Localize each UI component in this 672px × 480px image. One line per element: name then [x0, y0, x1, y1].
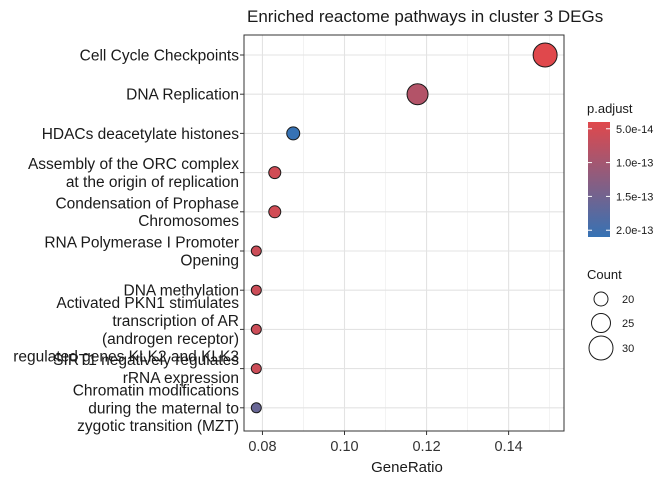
data-point: [250, 245, 262, 257]
color-legend-label: 5.0e-14: [616, 124, 653, 136]
data-point: [532, 42, 558, 68]
x-tick-label: 0.12: [412, 439, 440, 455]
y-tick-label: Activated PKN1 stimulates transcription o…: [13, 295, 239, 365]
y-tick-label: Assembly of the ORC complex at the origin…: [28, 156, 239, 191]
chart-title: Enriched reactome pathways in cluster 3 …: [247, 7, 603, 26]
y-tick-label: SIRT1 negatively regulates rRNA expressio…: [53, 352, 239, 387]
plot-panel: [243, 34, 565, 432]
data-point: [250, 402, 262, 414]
size-legend-key: [591, 313, 611, 333]
panel-background: [244, 35, 564, 431]
y-tick-label: Cell Cycle Checkpoints: [80, 48, 240, 65]
data-point: [250, 363, 262, 375]
y-tick-label: DNA methylation: [124, 283, 239, 300]
p-adjust-legend: p.adjust 5.0e-14 1.0e-13 1.5e-13 2.0e-13: [587, 101, 653, 237]
data-point: [286, 126, 301, 141]
data-point: [268, 205, 282, 219]
data-point: [268, 166, 282, 180]
y-tick-label: DNA Replication: [126, 87, 239, 104]
data-point: [250, 323, 262, 335]
size-legend-key: [593, 291, 609, 307]
data-point: [406, 83, 429, 106]
data-point: [250, 284, 262, 296]
color-legend-label: 1.5e-13: [616, 191, 653, 203]
y-tick-label: RNA Polymerase I Promoter Opening: [44, 235, 239, 270]
x-axis: 0.08 0.10 0.12 0.14: [248, 431, 523, 455]
color-bar: [588, 122, 610, 237]
pathway-labels: Cell Cycle Checkpoints DNA Replication HDA…: [13, 48, 244, 436]
x-axis-title: GeneRatio: [371, 459, 443, 476]
color-legend-label: 2.0e-13: [616, 225, 653, 237]
x-tick-label: 0.08: [248, 439, 276, 455]
size-legend-label: 25: [622, 318, 634, 330]
legend-title: p.adjust: [587, 101, 633, 116]
y-tick-label: Chromatin modifications during the matern…: [73, 383, 240, 436]
y-tick-label: HDACs deacetylate histones: [42, 126, 240, 143]
size-legend-label: 20: [622, 294, 634, 306]
legend-title: Count: [587, 267, 622, 282]
panel-border: [243, 34, 565, 432]
x-tick-label: 0.10: [330, 439, 358, 455]
y-tick-label: Condensation of Prophase Chromosomes: [55, 195, 239, 230]
size-legend-key: [588, 335, 614, 361]
size-legend-label: 30: [622, 343, 634, 355]
x-tick-label: 0.14: [494, 439, 522, 455]
color-legend-label: 1.0e-13: [616, 158, 653, 170]
